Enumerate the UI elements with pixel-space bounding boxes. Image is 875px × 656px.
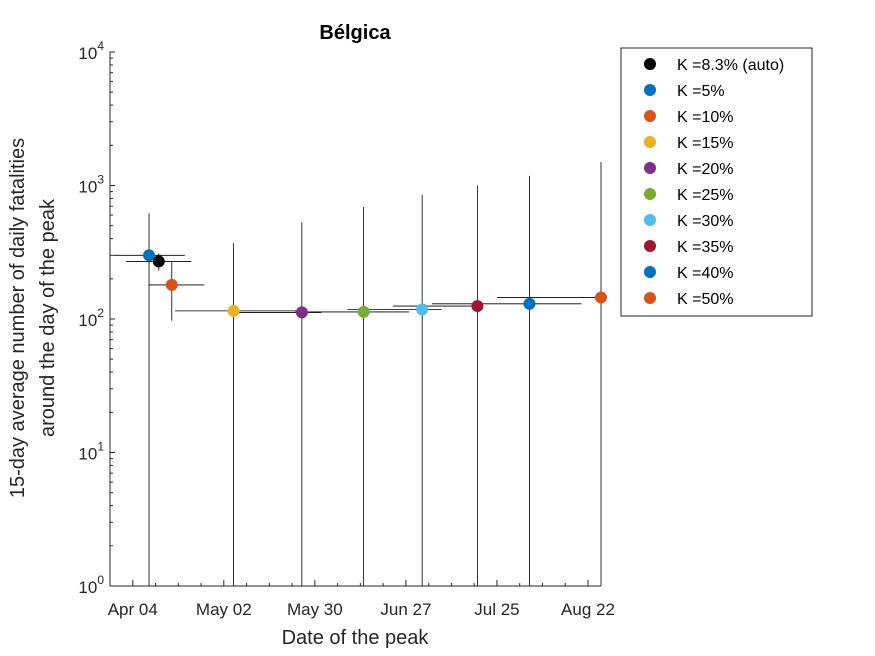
legend-marker <box>644 214 656 226</box>
x-tick-label: Jun 27 <box>380 600 431 619</box>
data-point <box>143 249 156 262</box>
data-point <box>295 306 308 319</box>
y-tick-label: 100 <box>78 573 104 597</box>
legend-marker <box>644 188 656 200</box>
y-tick-label: 103 <box>78 173 104 197</box>
legend-marker <box>644 292 656 304</box>
legend-label: K =10% <box>677 109 733 126</box>
legend-marker <box>644 110 656 122</box>
legend-label: K =20% <box>677 161 733 178</box>
legend-marker <box>644 84 656 96</box>
data-point <box>357 305 370 318</box>
legend-label: K =15% <box>677 135 733 152</box>
legend-label: K =50% <box>677 291 733 308</box>
x-axis-label: Date of the peak <box>282 627 430 649</box>
data-point <box>416 303 429 316</box>
legend: K =8.3% (auto) K =5% K =10% K =15% K =20% K =… <box>620 47 813 317</box>
legend-label: K =30% <box>677 213 733 230</box>
legend-marker <box>644 162 656 174</box>
x-tick-label: Jul 25 <box>474 600 519 619</box>
legend-label: K =8.3% (auto) <box>677 57 784 74</box>
data-point <box>152 255 165 268</box>
y-tick-labels: 100 101 102 103 104 <box>78 39 104 597</box>
legend-marker <box>644 136 656 148</box>
legend-label: K =35% <box>677 239 733 256</box>
x-tick-label: May 30 <box>287 600 343 619</box>
data-point <box>165 278 178 291</box>
error-bars-group <box>113 161 602 586</box>
x-tick-label: May 02 <box>196 600 252 619</box>
chart-title: Bélgica <box>319 22 391 44</box>
data-point <box>523 297 536 310</box>
y-axis-label-line-1: 15-day average number of daily fatalitie… <box>7 138 29 498</box>
data-points-group <box>143 249 607 319</box>
x-tick-label: Aug 22 <box>561 600 615 619</box>
legend-label: K =25% <box>677 187 733 204</box>
y-tick-label: 104 <box>78 39 104 63</box>
legend-label: K =5% <box>677 83 725 100</box>
y-axis-label-line-2: around the day of the peak <box>37 198 59 437</box>
y-tick-label: 102 <box>78 306 104 330</box>
y-tick-label: 101 <box>78 440 104 464</box>
legend-marker <box>644 240 656 252</box>
data-point <box>227 304 240 317</box>
x-tick-label: Apr 04 <box>108 600 158 619</box>
x-tick-labels: Apr 04 May 02 May 30 Jun 27 Jul 25 Aug 22 <box>108 600 615 619</box>
legend-marker <box>644 58 656 70</box>
legend-marker <box>644 266 656 278</box>
data-point <box>595 291 607 304</box>
legend-label: K =40% <box>677 265 733 282</box>
data-point <box>471 300 484 313</box>
axes-group <box>109 51 601 587</box>
